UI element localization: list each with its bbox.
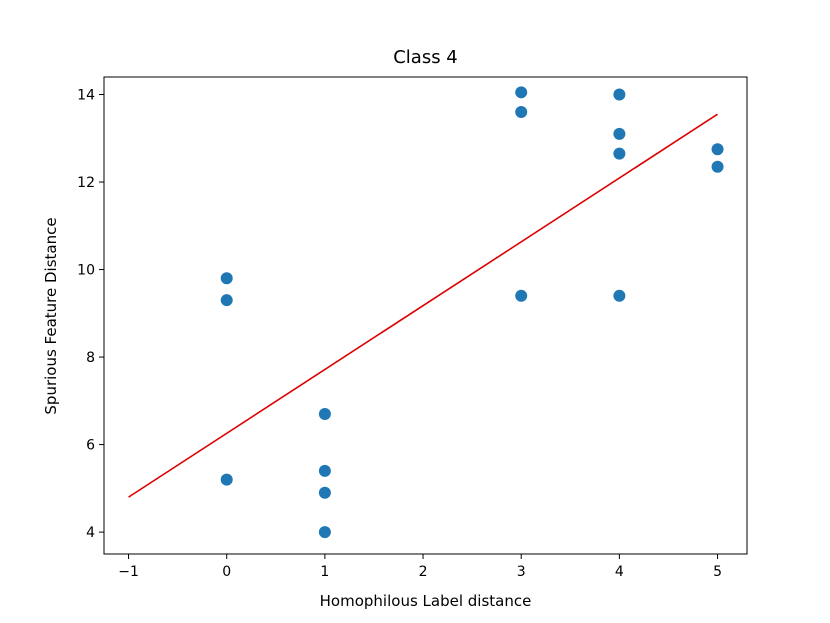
regression-line: [128, 113, 718, 498]
y-axis-label: Spurious Feature Distance: [42, 217, 60, 414]
y-tick-label: 4: [86, 525, 95, 541]
x-tick-label: 5: [713, 564, 722, 580]
x-tick-label: −1: [118, 564, 139, 580]
x-tick-label: 3: [517, 564, 526, 580]
data-point: [318, 486, 331, 499]
x-tick-label: 1: [320, 564, 329, 580]
regression-line-group: [128, 113, 718, 498]
plot-frame: [103, 76, 748, 555]
x-tick-label: 4: [615, 564, 624, 580]
data-point: [711, 160, 724, 173]
chart-title: Class 4: [393, 47, 458, 68]
y-tick-label: 10: [77, 263, 95, 279]
data-point: [613, 88, 626, 101]
y-tick-label: 6: [86, 438, 95, 454]
data-point: [220, 473, 233, 486]
x-tick-label: 0: [222, 564, 231, 580]
data-point: [220, 294, 233, 307]
data-point: [220, 272, 233, 285]
data-point: [613, 127, 626, 140]
data-point: [318, 407, 331, 420]
data-points: [220, 86, 724, 539]
data-point: [318, 526, 331, 539]
data-point: [318, 464, 331, 477]
y-tick-label: 12: [77, 175, 95, 191]
x-axis-label: Homophilous Label distance: [320, 592, 532, 610]
y-tick-label: 8: [86, 350, 95, 366]
data-point: [515, 289, 528, 302]
data-point: [515, 86, 528, 99]
data-point: [515, 106, 528, 119]
x-tick-label: 2: [419, 564, 428, 580]
data-point: [711, 143, 724, 156]
y-tick-label: 14: [77, 88, 95, 104]
data-point: [613, 147, 626, 160]
data-point: [613, 289, 626, 302]
